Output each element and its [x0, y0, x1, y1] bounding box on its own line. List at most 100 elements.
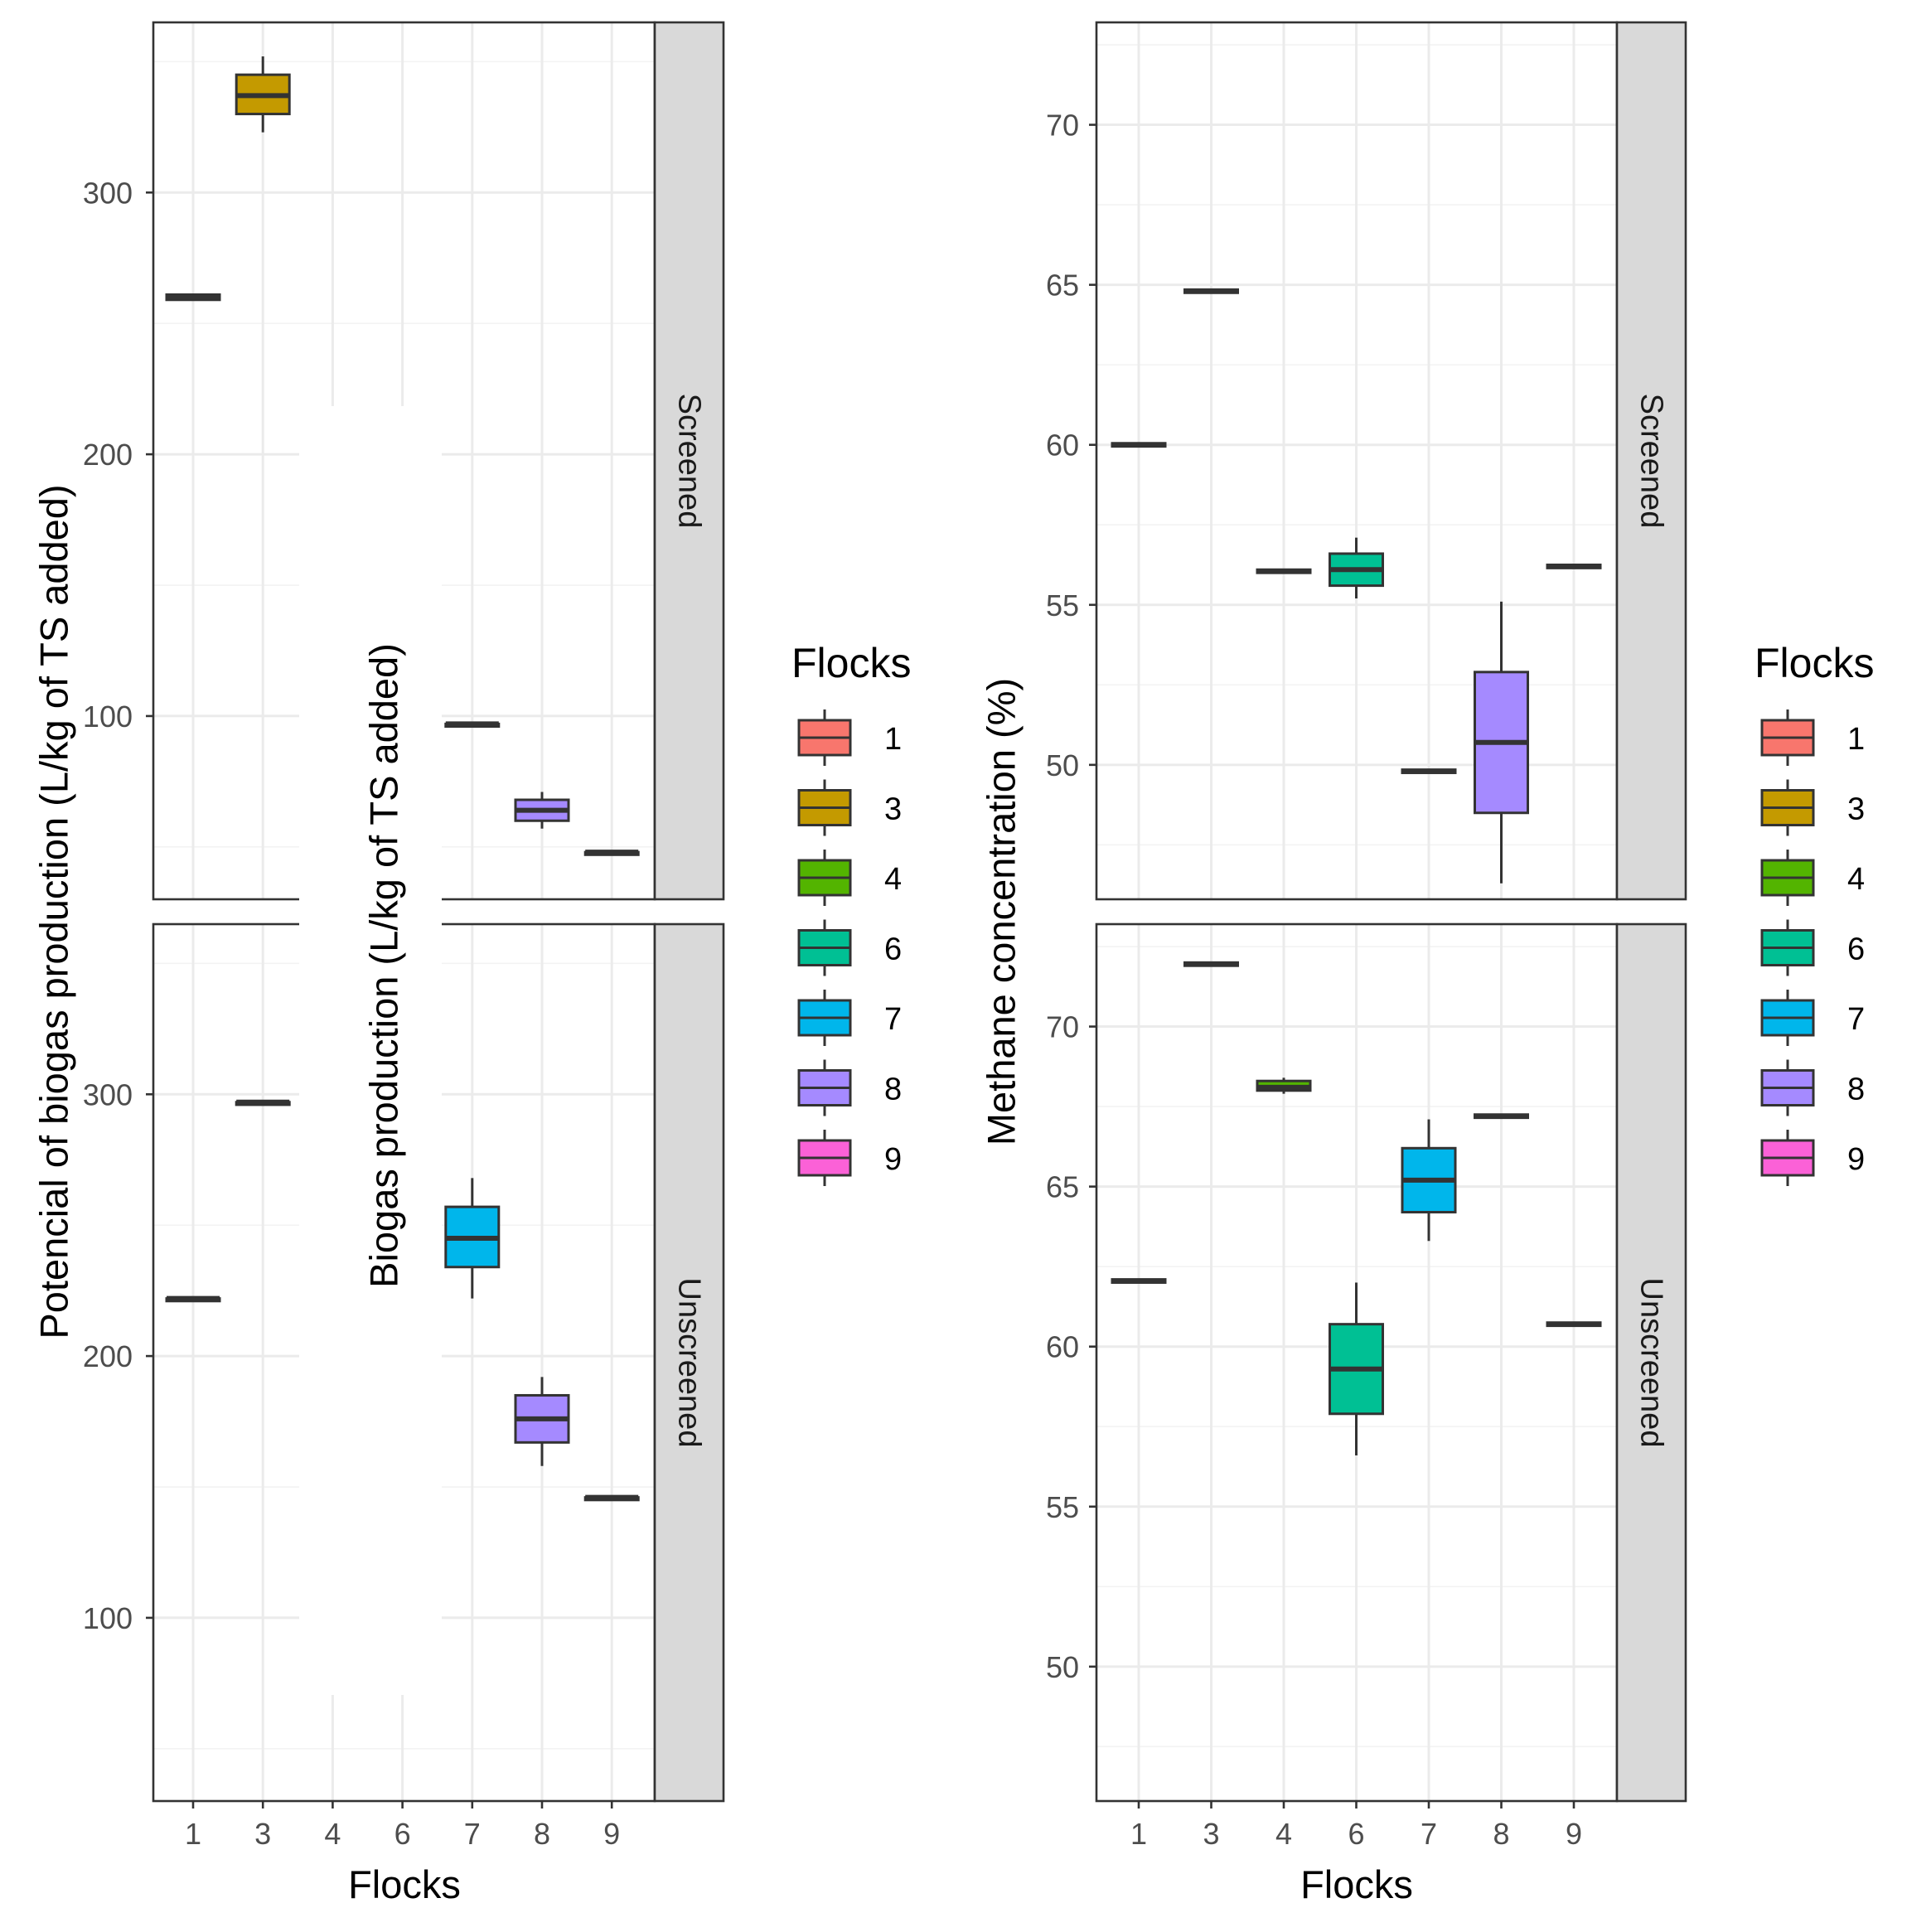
x-tick-label: 9 — [603, 1817, 620, 1851]
box-flock-8 — [1474, 1113, 1529, 1120]
facet-strip-label: Screened — [672, 394, 707, 529]
y-tick-label: 200 — [83, 1339, 133, 1373]
box-flock-7 — [444, 721, 501, 729]
legend-key-1 — [797, 709, 852, 766]
box-flock-9 — [583, 850, 640, 856]
legend-key-7 — [797, 990, 852, 1046]
legend-key-9 — [1760, 1130, 1815, 1186]
legend-title: Flocks — [1755, 640, 1874, 686]
y-tick-label: 60 — [1046, 429, 1079, 462]
chart-2: 50 55 60 65 70 Screened 50 55 60 65 70 Unscreened 1 3… — [980, 21, 1874, 1906]
legend-key-6 — [797, 919, 852, 976]
x-tick-label: 7 — [1421, 1817, 1437, 1851]
x-tick-label: 6 — [394, 1817, 411, 1851]
y-tick-label: 100 — [83, 700, 133, 734]
box-flock-9 — [1546, 563, 1602, 569]
y-tick-label: 55 — [1046, 588, 1079, 622]
box-flock-1 — [165, 293, 221, 302]
legend-label: 9 — [1847, 1142, 1865, 1177]
overlay-label-backdrop — [299, 406, 442, 1695]
legend-key-4 — [1760, 850, 1815, 906]
legend: Flocks 1 3 4 6 7 8 9 — [791, 640, 911, 1186]
chart-1: 100 200 300 Screened 100 200 300 Unscreened 1 3 4 6… — [32, 21, 911, 1906]
x-tick-label: 4 — [324, 1817, 341, 1851]
legend-key-3 — [797, 779, 852, 836]
x-axis-title: Flocks — [1300, 1862, 1413, 1906]
y-tick-label: 300 — [83, 176, 133, 210]
legend-label: 6 — [884, 932, 902, 967]
y-axis-title: Potencial of biogas production (L/kg of … — [32, 484, 76, 1339]
box-flock-8 — [514, 1377, 570, 1466]
box-flock-1 — [1111, 1278, 1167, 1284]
legend-label: 1 — [884, 722, 902, 757]
legend-label: 4 — [884, 862, 902, 897]
legend-label: 7 — [884, 1002, 902, 1037]
legend-label: 8 — [884, 1073, 902, 1107]
y-tick-label: 50 — [1046, 748, 1079, 782]
y-tick-label: 55 — [1046, 1490, 1079, 1524]
x-tick-label: 8 — [534, 1817, 550, 1851]
box-flock-8 — [514, 792, 570, 829]
legend-key-8 — [1760, 1059, 1815, 1116]
x-tick-label: 6 — [1348, 1817, 1364, 1851]
y-tick-label: 50 — [1046, 1650, 1079, 1684]
facet-strip-label: Unscreened — [1634, 1278, 1669, 1448]
box-flock-6 — [1329, 537, 1384, 599]
x-tick-label: 9 — [1566, 1817, 1582, 1851]
x-tick-label: 7 — [464, 1817, 481, 1851]
legend-label: 4 — [1847, 862, 1865, 897]
facet-strip — [653, 922, 725, 1803]
legend-key-1 — [1760, 709, 1815, 766]
y-tick-label: 100 — [83, 1601, 133, 1635]
box-flock-3 — [235, 1099, 291, 1106]
x-tick-label: 1 — [1130, 1817, 1147, 1851]
box-flock-7 — [444, 1178, 501, 1299]
box-flock-9 — [1546, 1321, 1602, 1328]
y-tick-label: 65 — [1046, 269, 1079, 303]
y-tick-label: 70 — [1046, 1010, 1079, 1044]
legend-key-7 — [1760, 990, 1815, 1046]
x-tick-label: 8 — [1493, 1817, 1509, 1851]
facet-strip-label: Screened — [1634, 394, 1669, 529]
x-axis-title: Flocks — [348, 1862, 461, 1906]
box-flock-4 — [1256, 1077, 1312, 1094]
box-flock-1 — [1111, 442, 1167, 448]
legend-key-4 — [797, 850, 852, 906]
facet-strip — [1615, 922, 1687, 1803]
box-flock-1 — [165, 1295, 221, 1303]
facet-screened: 50 55 60 65 70 Screened — [1046, 21, 1687, 901]
box-flock-7 — [1401, 1119, 1457, 1242]
y-tick-label: 300 — [83, 1077, 133, 1111]
box-flock-9 — [583, 1494, 640, 1502]
y-tick-label: 70 — [1046, 109, 1079, 143]
box-flock-3 — [235, 56, 291, 133]
legend-key-8 — [797, 1059, 852, 1116]
box-flock-3 — [1183, 288, 1239, 294]
x-tick-label: 3 — [1203, 1817, 1219, 1851]
box-flock-8 — [1474, 601, 1529, 884]
legend-label: 3 — [1847, 792, 1865, 827]
legend-key-3 — [1760, 779, 1815, 836]
box-flock-6 — [1329, 1282, 1384, 1455]
legend-key-6 — [1760, 919, 1815, 976]
y-tick-label: 60 — [1046, 1330, 1079, 1364]
facet-strip-label: Unscreened — [672, 1278, 707, 1448]
y-axis-title: Methane concentration (%) — [980, 678, 1024, 1145]
facet-unscreened: 50 55 60 65 70 Unscreened — [1046, 922, 1687, 1803]
legend-label: 1 — [1847, 722, 1865, 757]
legend-key-9 — [797, 1130, 852, 1186]
facet-strip — [653, 21, 725, 901]
box-flock-4 — [1256, 568, 1312, 574]
box-flock-3 — [1183, 961, 1239, 967]
legend-label: 7 — [1847, 1002, 1865, 1037]
x-tick-label: 1 — [185, 1817, 201, 1851]
legend-label: 3 — [884, 792, 902, 827]
legend-label: 6 — [1847, 932, 1865, 967]
facet-strip — [1615, 21, 1687, 901]
legend: Flocks 1 3 4 6 7 8 9 — [1755, 640, 1874, 1186]
x-tick-label: 3 — [254, 1817, 271, 1851]
x-tick-label: 4 — [1275, 1817, 1292, 1851]
box-flock-7 — [1401, 768, 1457, 774]
y-tick-label: 200 — [83, 438, 133, 472]
